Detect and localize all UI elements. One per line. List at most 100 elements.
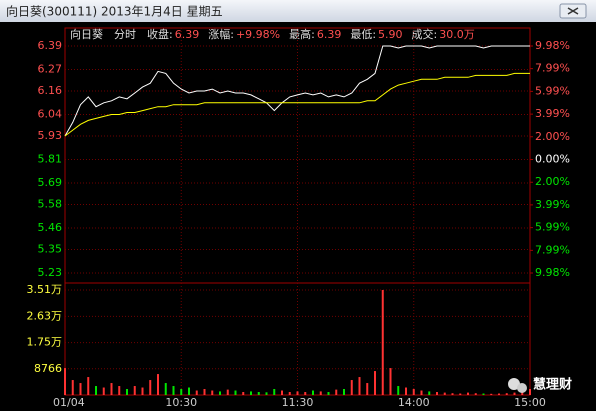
volume-bar (95, 386, 97, 395)
info-label: 涨幅: (208, 28, 234, 41)
volume-bar (203, 389, 206, 395)
volume-bar (513, 392, 516, 395)
volume-bar (343, 389, 345, 395)
volume-bar (141, 387, 144, 395)
y-tick-label: 6.16 (38, 84, 63, 97)
y2-tick-label: 7.99% (535, 243, 570, 256)
volume-bar (281, 390, 283, 395)
volume-bar (157, 374, 159, 395)
y2-tick-label: 3.99% (535, 198, 570, 211)
volume-bar (490, 393, 493, 395)
info-value: 5.90 (378, 28, 403, 41)
volume-tick-label: 8766 (34, 362, 62, 375)
y-tick-label: 5.35 (38, 243, 63, 256)
y2-tick-label: 5.99% (535, 221, 570, 234)
volume-bar (498, 393, 500, 395)
info-label: 最低: (350, 28, 376, 41)
volume-bar (250, 391, 252, 395)
volume-bar (149, 380, 152, 395)
y-tick-label: 5.69 (38, 176, 63, 189)
volume-bar (110, 383, 113, 395)
x-tick-label: 11:30 (282, 396, 314, 409)
volume-bar (304, 392, 307, 395)
info-value: +9.98% (236, 28, 280, 41)
volume-bar (79, 383, 82, 395)
volume-bar (133, 386, 136, 395)
x-tick-label: 01/04 (53, 396, 85, 409)
close-icon (567, 7, 579, 15)
volume-bar (327, 392, 330, 395)
volume-bar (118, 386, 121, 395)
watermark-icon (517, 383, 527, 393)
watermark-text: 慧理财 (533, 377, 572, 393)
y2-tick-label: 3.99% (535, 107, 570, 120)
y2-tick-label: 9.98% (535, 39, 570, 52)
volume-bar (358, 377, 361, 395)
volume-bar (226, 389, 229, 395)
volume-bar (180, 389, 183, 395)
volume-bar (102, 387, 105, 395)
title-bar (0, 0, 596, 22)
volume-bar (459, 393, 462, 395)
y-tick-label: 6.04 (38, 107, 63, 120)
volume-bar (412, 389, 415, 395)
info-value: 6.39 (317, 28, 342, 41)
volume-bar (87, 377, 90, 395)
volume-bar (405, 387, 407, 395)
info-label: 收盘: (147, 27, 173, 41)
info-value: 30.0万 (439, 28, 475, 41)
y2-tick-label: 0.00% (535, 153, 570, 166)
volume-bar (521, 392, 524, 395)
volume-bar (436, 392, 438, 395)
volume-bar (296, 391, 299, 395)
volume-bar (164, 383, 167, 395)
y-tick-label: 5.46 (38, 221, 63, 234)
y2-tick-label: 7.99% (535, 62, 570, 75)
info-label: 成交: (412, 27, 438, 41)
volume-bar (482, 393, 485, 395)
watermark-icon (508, 378, 520, 390)
info-label: 分时 (114, 28, 136, 41)
volume-bar (319, 391, 322, 395)
x-tick-label: 14:00 (398, 396, 430, 409)
volume-bar (64, 368, 66, 395)
volume-bar (374, 371, 376, 395)
volume-bar (265, 392, 268, 395)
volume-tick-label: 2.63万 (27, 309, 63, 322)
y-tick-label: 6.39 (38, 39, 63, 52)
y-tick-label: 5.93 (38, 129, 63, 142)
volume-bar (529, 389, 531, 395)
volume-bar (451, 393, 454, 395)
volume-bar (428, 391, 431, 395)
volume-tick-label: 3.51万 (27, 283, 63, 296)
volume-bar (257, 392, 260, 395)
volume-bar (420, 390, 423, 395)
volume-bar (172, 386, 175, 395)
volume-bar (389, 368, 392, 395)
volume-bar (211, 390, 214, 395)
info-label: 最高: (289, 27, 315, 41)
window-title: 向日葵(300111) 2013年1月4日 星期五 (6, 4, 223, 19)
volume-bar (335, 389, 338, 395)
volume-bar (234, 390, 237, 395)
y-tick-label: 5.58 (38, 198, 63, 211)
volume-bar (474, 393, 477, 395)
info-value: 6.39 (175, 28, 200, 41)
volume-bar (71, 380, 74, 395)
volume-bar (188, 387, 190, 395)
volume-bar (312, 390, 314, 395)
volume-bar (273, 389, 276, 395)
volume-bar (219, 391, 221, 395)
watermark: 慧理财 (508, 377, 572, 393)
info-line: 向日葵 分时 收盘: 6.39 涨幅: +9.98% 最高: 6.39 最低: 5.90 成交: 30… (70, 27, 475, 41)
volume-bar (288, 392, 291, 395)
volume-tick-label: 1.75万 (27, 336, 63, 349)
x-tick-label: 10:30 (165, 396, 197, 409)
x-tick-label: 15:00 (514, 396, 546, 409)
volume-bar (195, 390, 198, 395)
info-label: 向日葵 (70, 27, 103, 41)
volume-bar (381, 290, 384, 395)
y2-tick-label: 2.00% (535, 130, 570, 143)
volume-bar (397, 386, 400, 395)
